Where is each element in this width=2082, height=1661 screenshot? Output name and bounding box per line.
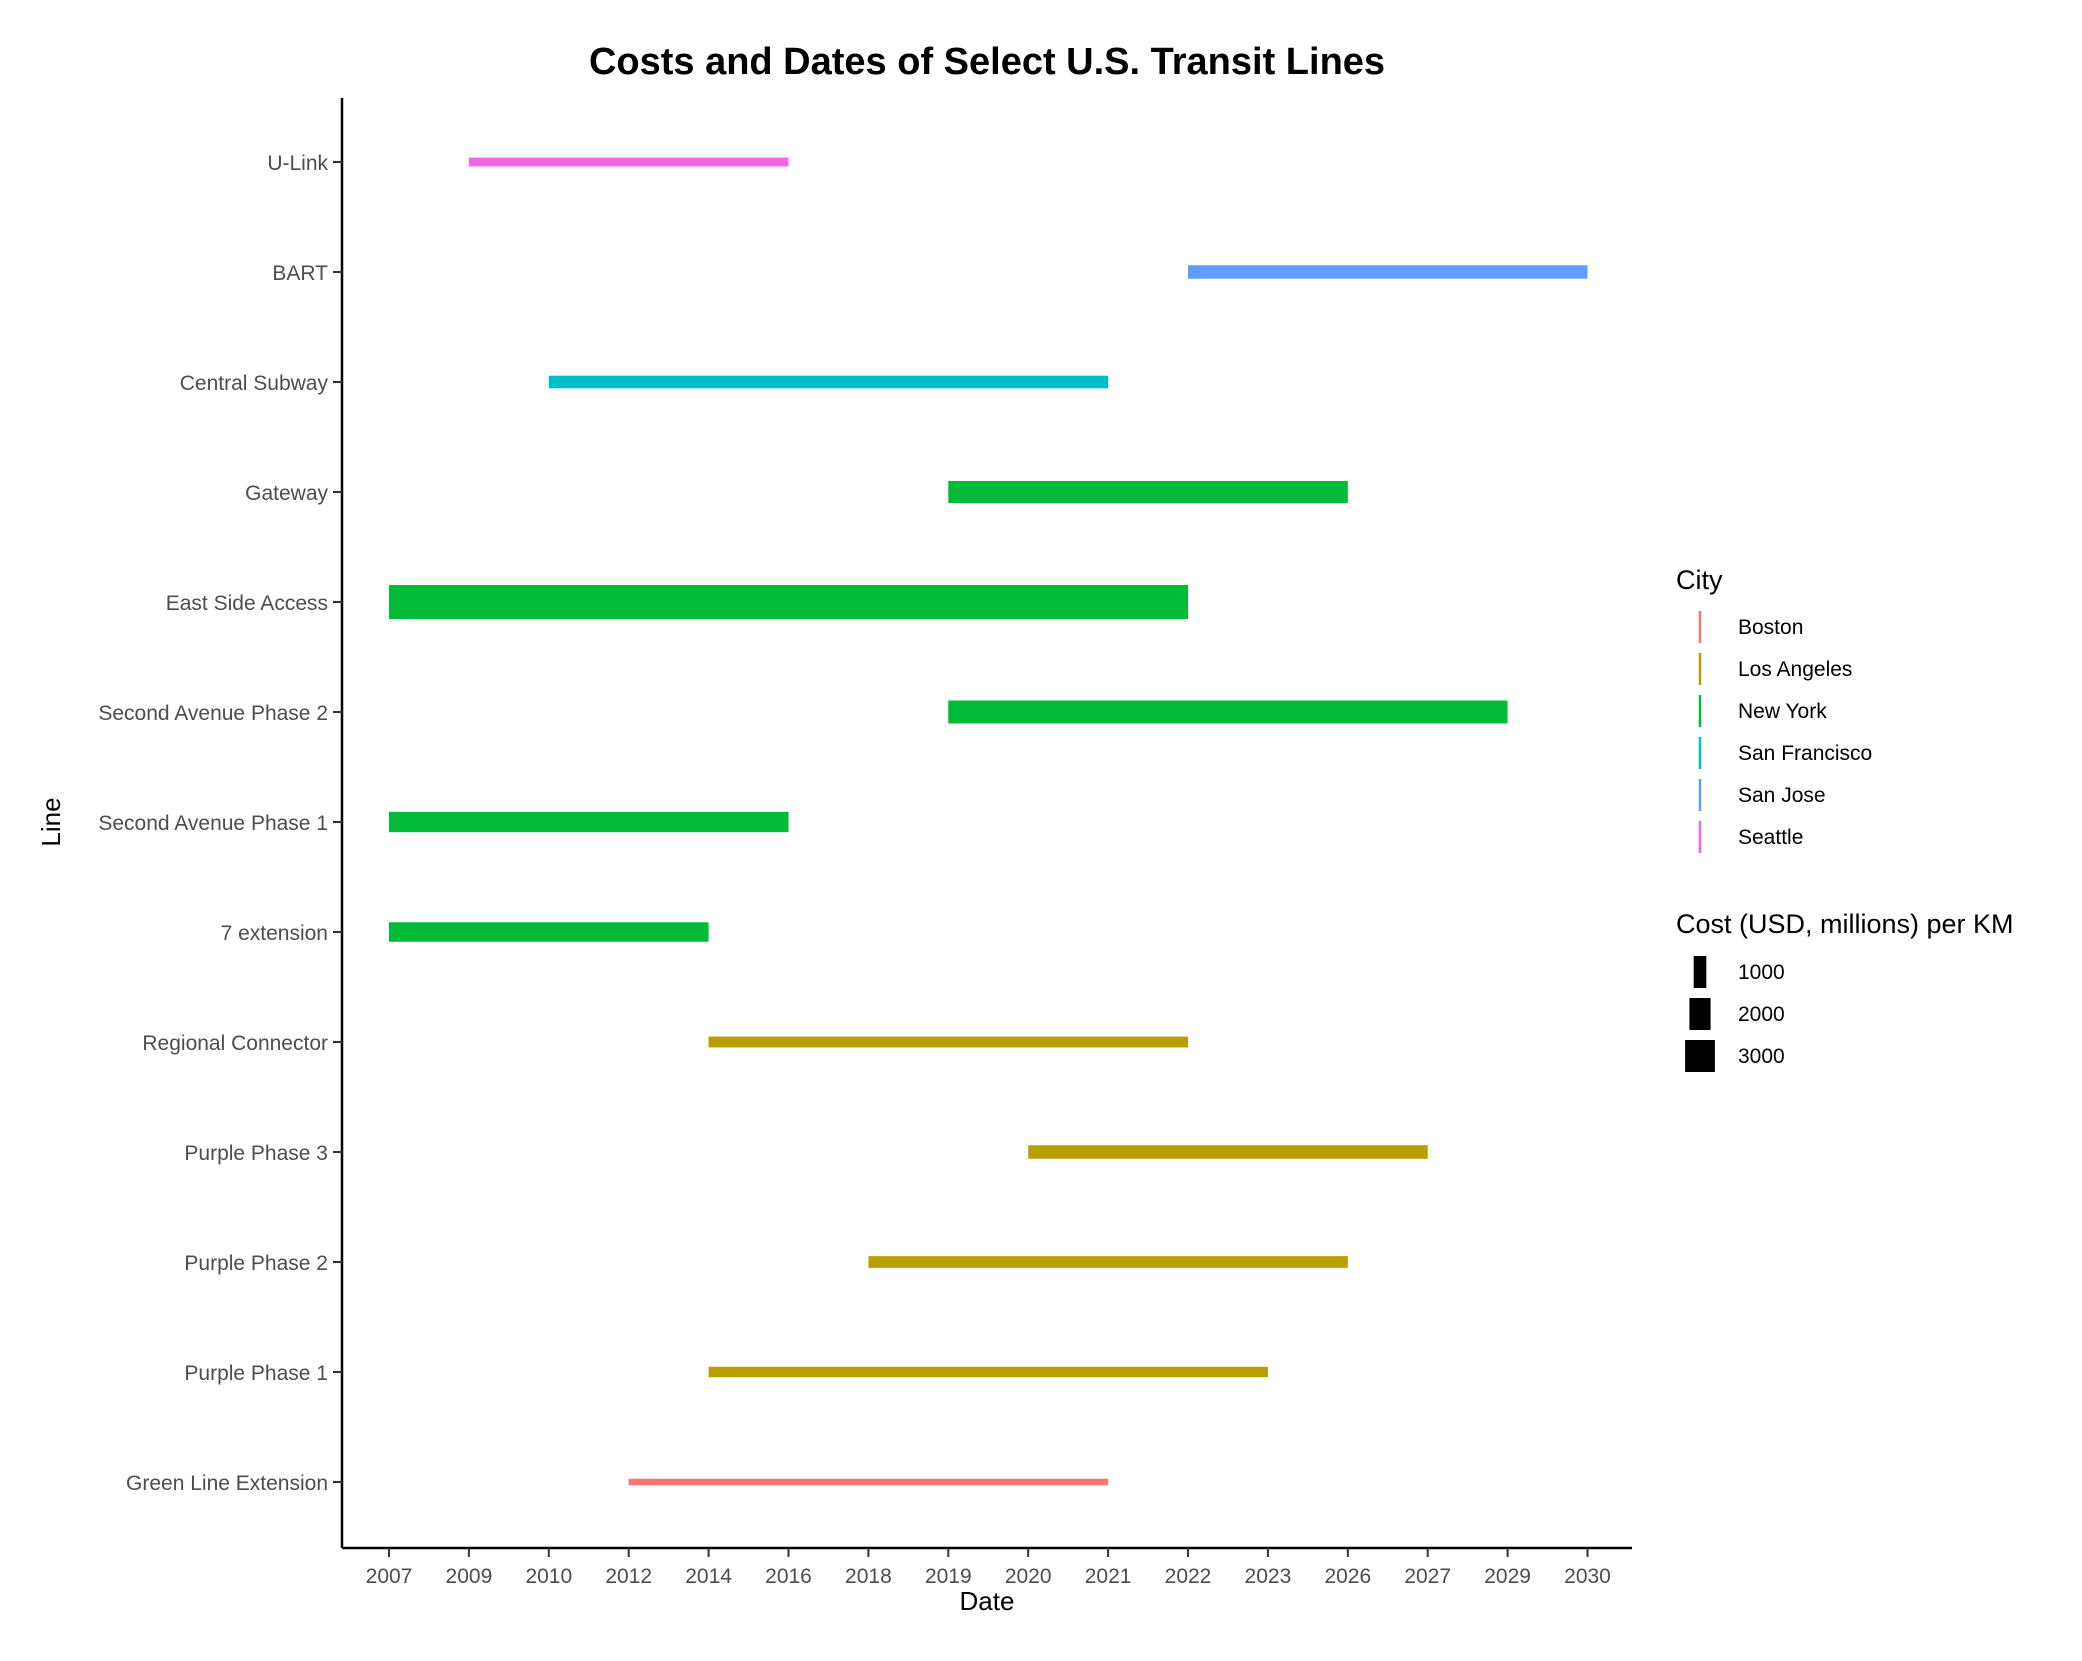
bar-central-subway — [548, 375, 1109, 389]
x-tick-label: 2026 — [1324, 1565, 1371, 1588]
y-tick-label: Second Avenue Phase 2 — [98, 702, 328, 725]
legend-city-label: Seattle — [1738, 826, 1803, 849]
legend-size-label: 3000 — [1738, 1045, 1785, 1068]
x-tick-label: 2018 — [845, 1565, 892, 1588]
y-tick-label: Purple Phase 3 — [184, 1142, 328, 1165]
legend-city-label: San Jose — [1738, 784, 1826, 807]
x-tick-label: 2020 — [1005, 1565, 1052, 1588]
legend-city-label: Los Angeles — [1738, 658, 1852, 681]
y-tick-label: East Side Access — [166, 592, 328, 615]
bar-east-side-access — [389, 584, 1188, 620]
y-tick-label: Gateway — [245, 482, 328, 505]
y-tick-label: Purple Phase 2 — [184, 1252, 328, 1275]
x-tick-label: 2019 — [925, 1565, 972, 1588]
x-tick-label: 2012 — [605, 1565, 652, 1588]
x-tick-label: 2029 — [1484, 1565, 1531, 1588]
bar-green-line-extension — [628, 1478, 1109, 1486]
legend-city-title: City — [1676, 565, 1723, 595]
y-tick-label: U-Link — [267, 152, 328, 175]
x-tick-label: 2023 — [1245, 1565, 1292, 1588]
y-tick-label: 7 extension — [221, 922, 328, 945]
legend-city-label: San Francisco — [1738, 742, 1872, 765]
bar-u-link — [468, 157, 789, 167]
legend: City Boston Los Angeles New York San Francis… — [1676, 565, 2014, 1072]
x-tick-label: 2016 — [765, 1565, 812, 1588]
x-tick-label: 2027 — [1404, 1565, 1451, 1588]
legend-city-label: New York — [1738, 700, 1827, 723]
y-tick-label: BART — [272, 262, 328, 285]
x-tick-label: 2021 — [1085, 1565, 1132, 1588]
legend-city-label: Boston — [1738, 616, 1803, 639]
bar-purple-phase-1 — [708, 1366, 1268, 1378]
legend-size-label: 2000 — [1738, 1003, 1785, 1026]
x-tick-label: 2010 — [525, 1565, 572, 1588]
bar-bart — [1188, 265, 1588, 279]
y-tick-label: Central Subway — [180, 372, 329, 395]
y-tick-label: Green Line Extension — [126, 1472, 328, 1495]
legend-size-key — [1689, 998, 1711, 1030]
y-axis-label: Line — [36, 797, 66, 846]
chart-title: Costs and Dates of Select U.S. Transit L… — [589, 41, 1385, 83]
x-tick-label: 2014 — [685, 1565, 732, 1588]
legend-size-label: 1000 — [1738, 961, 1785, 984]
bar-7-extension — [389, 922, 709, 942]
bar-purple-phase-2 — [868, 1256, 1348, 1268]
x-tick-label: 2007 — [366, 1565, 413, 1588]
x-tick-label: 2030 — [1564, 1565, 1611, 1588]
legend-size-key — [1693, 956, 1707, 988]
legend-size-key — [1685, 1040, 1715, 1072]
y-tick-label: Regional Connector — [142, 1032, 328, 1055]
bar-second-avenue-phase-2 — [948, 700, 1508, 724]
plot-area: 2007 2009 2010 2012 2014 2016 2018 2019 2020 2021… — [98, 98, 1632, 1588]
y-tick-label: Second Avenue Phase 1 — [98, 812, 328, 835]
bar-regional-connector — [708, 1036, 1188, 1048]
bar-second-avenue-phase-1 — [389, 811, 789, 833]
y-tick-label: Purple Phase 1 — [184, 1362, 328, 1385]
bar-gateway — [948, 480, 1348, 504]
x-tick-label: 2009 — [446, 1565, 493, 1588]
legend-size-title: Cost (USD, millions) per KM — [1676, 909, 2014, 939]
x-tick-label: 2022 — [1165, 1565, 1212, 1588]
x-axis-label: Date — [960, 1586, 1015, 1616]
bar-purple-phase-3 — [1028, 1145, 1428, 1159]
